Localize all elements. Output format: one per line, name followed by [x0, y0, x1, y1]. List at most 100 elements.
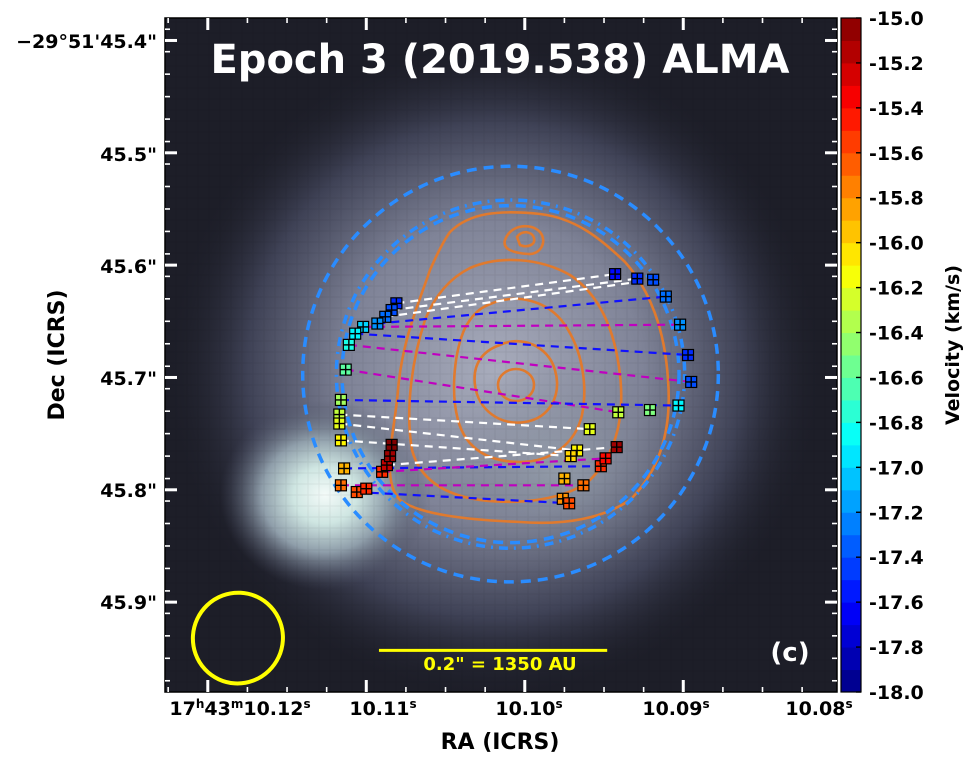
colorbar-band: [841, 647, 861, 671]
beam-outline: [190, 590, 285, 686]
contour-spur: [503, 224, 545, 256]
colorbar-band: [841, 489, 861, 513]
y-tick-label: 45.7": [100, 368, 157, 390]
y-tick-labels: −29°51'45.4" 45.5" 45.6" 45.7" 45.8" 45.…: [16, 31, 157, 614]
beam-ellipse: [190, 590, 285, 686]
maser-spot: [659, 290, 672, 303]
maser-spot: [577, 479, 590, 492]
maser-spot: [673, 318, 687, 331]
colorbar-tick-label: -17.6: [869, 592, 924, 614]
ring-dashed: [300, 164, 721, 584]
pairing-line-magenta: [348, 343, 692, 384]
colorbar-tick-label: -18.0: [869, 682, 924, 704]
pairing-line-blue: [356, 490, 570, 505]
maser-spot: [681, 348, 695, 362]
pairing-line-white: [339, 422, 578, 452]
maser-spot: [349, 327, 362, 340]
colorbar-band: [841, 265, 861, 289]
pairing-line-magenta: [363, 323, 681, 329]
maser-spot: [685, 375, 698, 389]
maser-spot: [333, 417, 346, 430]
maser-spot: [612, 406, 625, 419]
colorbar-band: [841, 332, 861, 356]
pairing-line-magenta: [345, 368, 619, 414]
contour-mid: [407, 258, 623, 504]
contour-spur-inner: [515, 230, 536, 248]
x-tick-label: 10.10s: [495, 697, 562, 720]
x-tick-label: 10.08s: [785, 697, 852, 720]
colorbar-ticks: [856, 17, 861, 693]
colorbar-band: [841, 175, 861, 199]
x-tick-labels: 17h43m10.12s 10.11s 10.10s 10.09s 10.08s: [169, 697, 852, 720]
colorbar-tick-label: -15.0: [869, 8, 924, 30]
chart-title: Epoch 3 (2019.538) ALMA: [210, 37, 789, 83]
colorbar-tick-label: -17.4: [869, 547, 924, 569]
maser-spot: [564, 450, 577, 463]
maser-spot: [379, 310, 392, 323]
maser-spot: [334, 479, 348, 492]
x-tick-label: 10.11s: [349, 697, 416, 720]
colorbar-band: [841, 534, 861, 558]
contour-outer: [388, 211, 670, 525]
colorbar-title: Velocity (km/s): [942, 265, 964, 425]
maser-spot: [383, 450, 397, 463]
maser-spot: [647, 273, 660, 286]
panel-label: (c): [770, 638, 809, 668]
x-tick-label-hms: 17h43m10.12s: [169, 697, 310, 720]
colorbar-band: [841, 377, 861, 401]
colorbar-band: [841, 512, 861, 536]
colorbar-band: [841, 62, 861, 86]
pairing-line-white: [396, 273, 616, 305]
colorbar-band: [841, 242, 861, 266]
colorbar-band: [841, 602, 861, 626]
colorbar-band: [841, 310, 861, 334]
maser-spot: [339, 363, 352, 376]
colorbar-tick-label: -17.0: [869, 457, 924, 479]
maser-spot: [337, 462, 351, 475]
contour-core: [473, 339, 559, 424]
colorbar-band: [841, 152, 861, 176]
pairing-line-white: [385, 278, 654, 318]
ring-dashdot: [334, 198, 687, 550]
maser-spot: [558, 472, 571, 485]
colorbar-tick-label: -16.8: [869, 412, 924, 434]
colorbar-band: [841, 669, 861, 693]
maser-spot: [672, 399, 685, 412]
colorbar-tick-label: -15.8: [869, 188, 924, 210]
maser-spot: [357, 320, 370, 334]
colorbar-band: [841, 85, 861, 109]
maser-spot: [371, 317, 384, 330]
colorbar-tick-label: -16.6: [869, 367, 924, 389]
colorbar-band: [841, 444, 861, 468]
colorbar-band: [841, 18, 861, 41]
colorbar-band: [841, 40, 861, 64]
colorbar-bands: [841, 18, 861, 693]
y-axis-title: Dec (ICRS): [45, 289, 70, 420]
colorbar-band: [841, 579, 861, 603]
colorbar-band: [841, 467, 861, 491]
maser-spot: [360, 482, 373, 495]
colorbar-band: [841, 107, 861, 131]
maser-spot: [643, 403, 657, 417]
scale-bar-label: 0.2" = 1350 AU: [423, 654, 576, 675]
colorbar-tick-labels: -15.0 -15.2 -15.4 -15.6 -15.8 -16.0 -16.2 -16.4…: [869, 8, 924, 704]
pairing-line-white: [386, 446, 617, 467]
x-tick-label: 10.09s: [642, 697, 709, 720]
colorbar-band: [841, 355, 861, 378]
colorbar-tick-label: -16.0: [869, 233, 924, 255]
colorbar-tick-label: -15.6: [869, 143, 924, 165]
contour-peak: [496, 367, 536, 403]
y-tick-label: −29°51'45.4": [16, 31, 157, 53]
colorbar-band: [841, 287, 861, 311]
plot-frame: [164, 17, 838, 693]
maser-spot: [583, 423, 596, 436]
colorbar-tick-label: -17.8: [869, 637, 924, 659]
colorbar-band: [841, 220, 861, 244]
continuum-image: [165, 18, 837, 692]
colorbar-band: [841, 557, 861, 581]
maser-spot: [610, 441, 623, 454]
colorbar-band: [841, 399, 861, 423]
colorbar-tick-label: -17.2: [869, 502, 924, 524]
colorbar-band: [841, 197, 861, 221]
